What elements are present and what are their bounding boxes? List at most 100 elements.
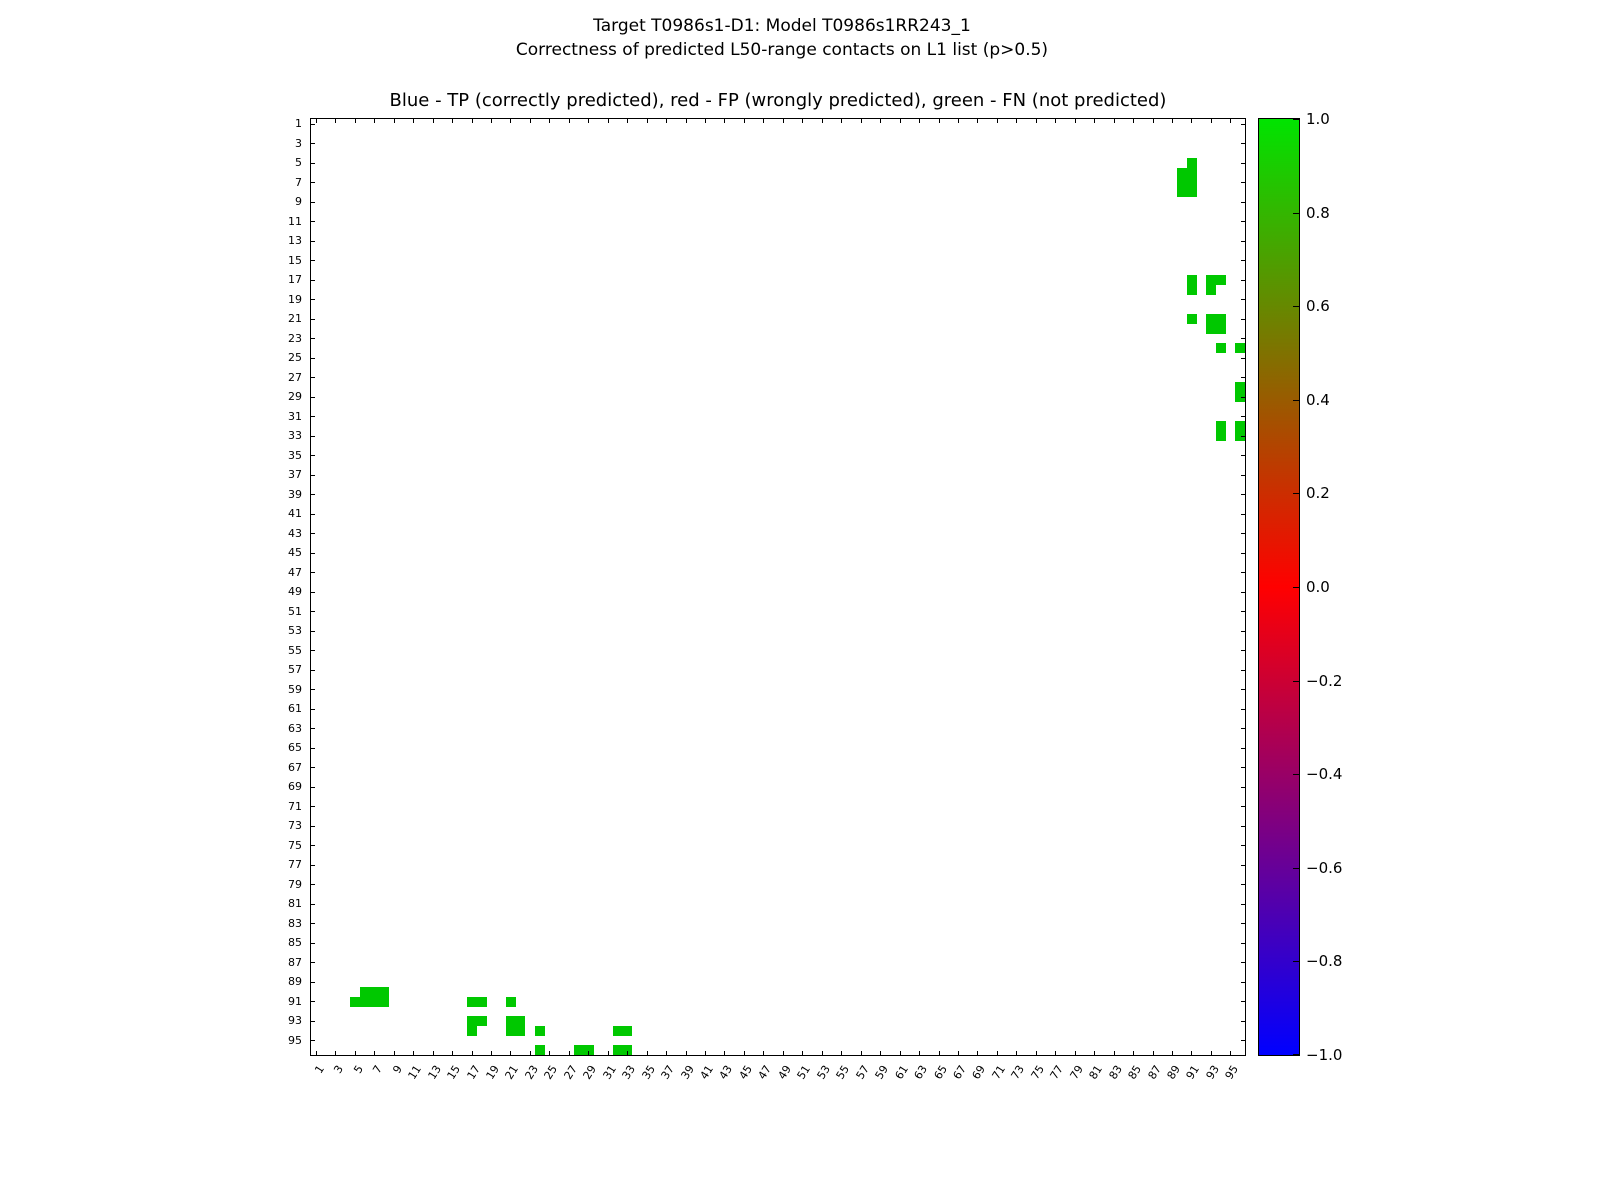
y-tick-mark [1241, 1020, 1245, 1022]
y-tick-label: 41 [288, 507, 302, 521]
fn-cell [612, 1045, 623, 1056]
x-tick-mark [685, 1051, 687, 1055]
y-tick-mark [311, 396, 315, 398]
colorbar-tick-label: −1.0 [1306, 1046, 1343, 1064]
y-tick-label: 47 [288, 565, 302, 579]
x-tick-label-text: 75 [1028, 1063, 1047, 1082]
x-tick-mark [1172, 119, 1174, 123]
x-tick-mark [666, 1051, 668, 1055]
y-tick-mark [1241, 377, 1245, 379]
y-tick-mark [311, 201, 315, 203]
fn-cell [505, 1016, 516, 1027]
x-tick-mark [607, 1051, 609, 1055]
y-tick-mark [311, 689, 315, 691]
y-tick-mark [311, 318, 315, 320]
x-tick-label-text: 1 [312, 1063, 327, 1076]
plot-area [310, 118, 1246, 1056]
y-tick-mark [311, 923, 315, 925]
fn-cell [1235, 421, 1246, 432]
colorbar-tick-mark [1293, 493, 1299, 495]
x-tick-label-text: 73 [1008, 1063, 1028, 1082]
x-tick-mark [1035, 1051, 1037, 1055]
fn-cell [622, 1025, 633, 1036]
y-tick-label: 49 [288, 585, 302, 599]
x-tick-mark [490, 119, 492, 123]
x-tick-mark [899, 119, 901, 123]
y-tick-label: 17 [288, 273, 302, 287]
fn-cell [534, 1025, 545, 1036]
x-tick-mark [510, 1051, 512, 1055]
y-tick-mark [1241, 572, 1245, 574]
x-tick-mark [607, 119, 609, 123]
fn-cell [505, 1025, 516, 1036]
y-tick-label: 51 [288, 604, 302, 618]
x-tick-label-text: 31 [600, 1063, 619, 1082]
x-tick-mark [432, 1051, 434, 1055]
x-tick-mark [685, 119, 687, 123]
x-tick-label-text: 13 [425, 1063, 444, 1082]
y-tick-mark [311, 455, 315, 457]
fn-cell [1186, 187, 1197, 198]
y-tick-label: 75 [288, 838, 302, 852]
x-tick-mark [374, 1051, 376, 1055]
x-tick-label-text: 53 [814, 1063, 833, 1082]
fn-cell [1186, 167, 1197, 178]
colorbar-tick-mark [1293, 587, 1299, 588]
y-tick-label: 13 [288, 234, 302, 248]
fn-cell [476, 1016, 487, 1027]
fn-cell [359, 986, 370, 997]
x-tick-mark [977, 119, 979, 123]
fn-cell [1215, 431, 1226, 442]
y-tick-mark [311, 669, 315, 671]
y-tick-mark [311, 942, 315, 944]
y-tick-label: 55 [288, 643, 302, 657]
y-tick-mark [1241, 728, 1245, 730]
colorbar-tick-mark [1293, 961, 1299, 963]
fn-cell [466, 1025, 477, 1036]
y-tick-label: 1 [295, 117, 302, 131]
x-tick-mark [724, 119, 726, 123]
y-tick-label: 79 [288, 877, 302, 891]
x-tick-mark [841, 1051, 843, 1055]
x-tick-label-text: 9 [389, 1063, 405, 1076]
x-tick-mark [471, 119, 473, 123]
y-tick-mark [311, 884, 315, 886]
y-tick-mark [1241, 221, 1245, 223]
x-tick-label-text: 81 [1086, 1063, 1106, 1082]
x-tick-mark [393, 119, 395, 123]
y-tick-mark [311, 981, 315, 983]
y-tick-mark [1241, 455, 1245, 457]
fn-cell [1215, 275, 1226, 286]
colorbar-tick-label: −0.6 [1306, 858, 1343, 877]
fn-cell [622, 1045, 633, 1056]
fn-cell [505, 996, 516, 1007]
y-tick-mark [311, 357, 315, 359]
x-tick-mark [490, 1051, 492, 1055]
x-tick-label-text: 79 [1067, 1063, 1086, 1082]
y-tick-mark [1241, 474, 1245, 476]
y-tick-label: 35 [288, 448, 302, 462]
y-tick-mark [1241, 240, 1245, 242]
y-tick-mark [311, 864, 315, 866]
y-tick-mark [1241, 708, 1245, 710]
y-tick-mark [1241, 143, 1245, 145]
y-tick-label: 29 [288, 390, 302, 404]
y-tick-mark [311, 338, 315, 340]
y-tick-label: 45 [288, 546, 302, 560]
y-tick-mark [1241, 981, 1245, 983]
y-tick-mark [1241, 864, 1245, 866]
y-tick-mark [1241, 669, 1245, 671]
fn-cell [1235, 392, 1246, 403]
x-tick-mark [1152, 1051, 1154, 1055]
fn-cell [1176, 167, 1188, 178]
y-tick-mark [311, 962, 315, 964]
y-tick-label: 57 [288, 663, 302, 677]
y-tick-label: 63 [288, 721, 302, 735]
y-tick-label: 9 [295, 195, 302, 209]
y-tick-mark [1241, 533, 1245, 535]
x-tick-mark [1016, 119, 1018, 123]
y-tick-mark [1241, 201, 1245, 203]
x-tick-mark [568, 1051, 570, 1055]
y-tick-mark [1241, 416, 1245, 418]
x-tick-mark [413, 1051, 415, 1055]
